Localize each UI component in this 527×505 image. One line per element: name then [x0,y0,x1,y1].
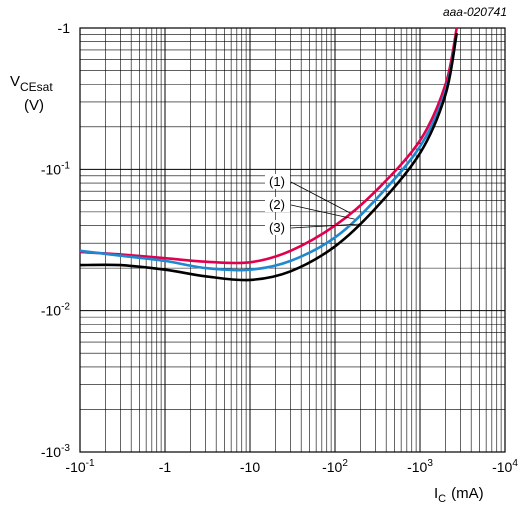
x-tick-label: -1 [159,459,172,475]
y-tick-label: -10-3 [41,443,71,460]
x-tick-label: -10-1 [65,458,95,475]
x-tick-label: -104 [492,458,518,475]
y-axis-symbol: V [10,73,20,90]
series-line-2 [79,32,458,272]
x-axis-label: IC (mA) [434,485,484,505]
plot-frame [79,27,506,453]
series-label-3: (3) [269,220,285,235]
y-tick-label: -10-2 [41,302,71,319]
leader-line-1 [290,181,351,214]
series-label-bg-2 [265,197,290,212]
series-line-3 [79,32,458,282]
y-tick-label: -1 [58,20,71,36]
curves [79,27,458,282]
figure-id: aaa-020741 [443,5,507,19]
series-label-2: (2) [269,197,285,212]
x-tick-label: -10 [240,459,260,475]
x-axis-unit: (mA) [451,485,484,502]
y-axis-label: VCEsat [10,73,53,94]
x-axis-symbol: I [434,485,438,502]
y-axis-unit: (V) [24,97,44,114]
series-line-1 [79,27,458,265]
x-tick-label: -103 [407,458,433,475]
series-label-1: (1) [269,174,285,189]
tick-labels: -10-1 -1 -10 -102 -103 -104 -10-3 -10-2 -10-1 -1 [41,20,518,475]
grid [79,27,506,453]
y-axis-subscript: CEsat [20,80,53,94]
leader-line-2 [290,204,355,220]
series-label-bg-1 [265,174,290,189]
x-axis-subscript: C [438,493,446,505]
series-label-bg-3 [265,220,290,235]
x-tick-label: -102 [322,458,348,475]
leader-line-3 [290,223,359,229]
y-tick-label: -10-1 [41,160,71,177]
label-leaders: (1) (2) (3) [265,174,359,235]
